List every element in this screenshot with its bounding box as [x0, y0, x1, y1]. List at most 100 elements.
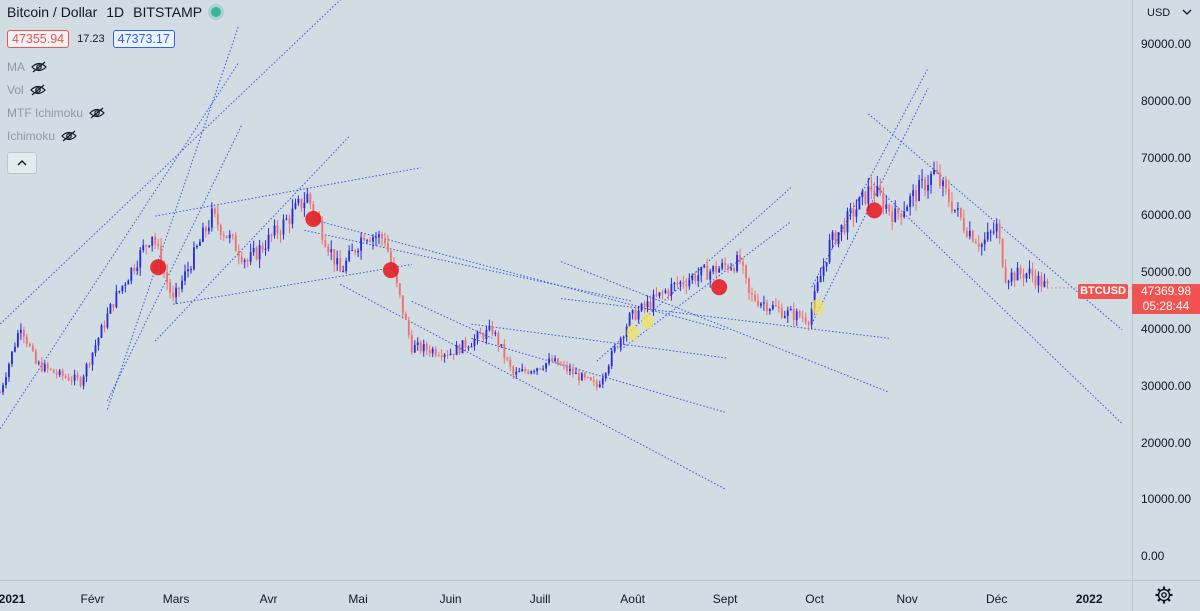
candle-down: [563, 364, 565, 366]
candle-down: [962, 217, 965, 231]
time-axis[interactable]: 2021 Févr Mars Avr Mai Juin Juill Août Sept Oct No…: [0, 580, 1132, 611]
candle-up: [121, 285, 124, 291]
candle-down: [977, 243, 980, 247]
candle-down: [458, 345, 461, 354]
candle-up: [867, 186, 870, 204]
price-tick-label: 70000.00: [1141, 151, 1192, 166]
candle-up: [709, 271, 712, 280]
candle-up: [610, 351, 613, 366]
candle-down: [566, 364, 568, 372]
candle-down: [506, 357, 509, 360]
candle-up: [94, 345, 97, 353]
candle-down: [667, 290, 670, 295]
candle-down: [512, 366, 515, 375]
sell-price-button[interactable]: 47355.94: [7, 30, 70, 48]
collapse-legend-button[interactable]: [7, 152, 37, 174]
candle-up: [187, 269, 189, 272]
candle-down: [685, 284, 688, 287]
candle-down: [79, 377, 82, 386]
candle-up: [619, 338, 622, 348]
candle-down: [88, 364, 91, 366]
candle-down: [897, 208, 900, 214]
candle-down: [395, 270, 398, 284]
candle-down: [524, 369, 527, 372]
candle-up: [554, 358, 556, 362]
candle-down: [31, 346, 34, 351]
indicator-ma[interactable]: MA: [7, 60, 47, 74]
candle-up: [721, 262, 724, 269]
currency-selector[interactable]: USD: [1147, 7, 1171, 19]
candle-up: [646, 301, 649, 308]
candle-down: [879, 186, 882, 194]
candle-down: [509, 359, 512, 367]
eye-crossed-icon[interactable]: [29, 84, 46, 96]
candle-up: [243, 260, 246, 262]
indicator-vol[interactable]: Vol: [7, 83, 46, 97]
candle-up: [2, 385, 4, 393]
trendline: [868, 178, 1123, 424]
price-chart[interactable]: [0, 0, 1132, 580]
chart-area[interactable]: Bitcoin / Dollar 1D BITSTAMP 47355.94 17…: [0, 0, 1132, 580]
candle-down: [157, 243, 160, 246]
candle-down: [219, 225, 222, 235]
buy-signal-marker: [811, 299, 824, 316]
candle-up: [942, 180, 944, 187]
candle-up: [258, 245, 261, 260]
indicator-mtf-ichimoku[interactable]: MTF Ichimoku: [7, 106, 105, 120]
candle-down: [739, 255, 741, 262]
candle-down: [936, 170, 938, 173]
candle-down: [1013, 272, 1016, 281]
candle-down: [801, 316, 804, 318]
candle-down: [745, 265, 747, 279]
candle-up: [640, 303, 643, 311]
eye-crossed-icon[interactable]: [89, 107, 105, 119]
candle-down: [852, 208, 855, 217]
indicator-ichimoku[interactable]: Ichimoku: [7, 129, 77, 143]
candle-up: [545, 363, 548, 369]
interval-label[interactable]: 1D: [106, 4, 125, 20]
time-tick-label: Mai: [348, 592, 368, 606]
candle-up: [303, 202, 306, 209]
candle-up: [473, 338, 476, 347]
candle-up: [207, 227, 210, 232]
candle-up: [989, 231, 992, 233]
candle-up: [210, 208, 213, 228]
candle-up: [199, 241, 201, 246]
candle-up: [467, 347, 470, 349]
candle-down: [1046, 281, 1049, 284]
candle-down: [425, 343, 428, 351]
candle-up: [580, 373, 583, 381]
candle-up: [273, 225, 276, 236]
candle-up: [357, 250, 360, 253]
candle-up: [130, 267, 133, 281]
candle-up: [664, 290, 667, 293]
candle-down: [748, 278, 750, 294]
candle-up: [789, 309, 792, 311]
candle-down: [178, 287, 180, 290]
candle-down: [661, 292, 664, 294]
candle-down: [40, 362, 43, 372]
sell-signal-marker: [305, 210, 322, 227]
candle-down: [864, 191, 867, 204]
candle-up: [282, 219, 285, 235]
candle-down: [231, 234, 234, 236]
eye-crossed-icon[interactable]: [61, 130, 77, 142]
candle-up: [855, 209, 858, 217]
candle-down: [237, 251, 240, 257]
candle-down: [939, 172, 941, 187]
candle-down: [572, 368, 574, 375]
candle-up: [613, 346, 616, 352]
candle-down: [339, 258, 342, 272]
buy-price-button[interactable]: 47373.17: [112, 30, 175, 48]
symbol-name[interactable]: Bitcoin / Dollar: [7, 4, 98, 20]
candle-up: [822, 266, 825, 277]
candle-up: [601, 377, 604, 385]
candle-up: [825, 262, 828, 267]
gear-icon[interactable]: [1155, 586, 1173, 604]
candle-up: [992, 231, 995, 233]
eye-crossed-icon[interactable]: [31, 61, 47, 73]
candle-down: [324, 240, 327, 247]
candle-up: [840, 224, 843, 233]
candle-up: [8, 364, 10, 378]
candle-up: [819, 276, 822, 283]
